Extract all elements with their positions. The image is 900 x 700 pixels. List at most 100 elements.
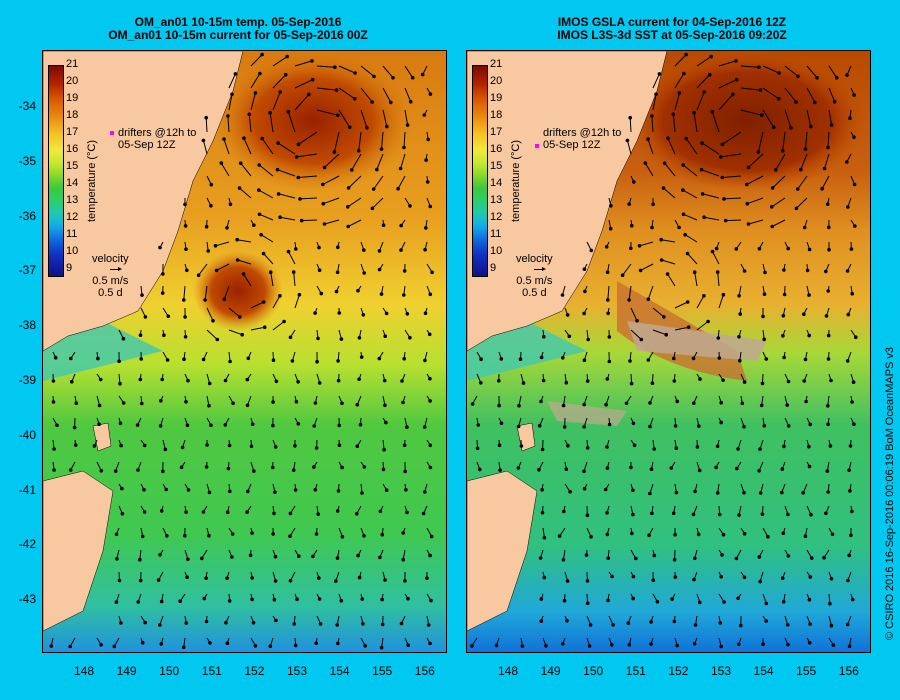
velocity-arrowhead [561,558,566,562]
velocity-arrow [696,91,705,111]
latitude-label: -41 [18,482,36,497]
velocity-arrowhead [607,359,612,364]
velocity-arrowhead [288,534,292,538]
velocity-arrowhead [766,534,770,539]
velocity-arrowhead [620,273,625,277]
velocity-arrowhead [850,509,854,514]
velocity-arrowhead [238,161,243,165]
velocity-arrowhead [631,596,635,601]
velocity-arrowhead [228,489,232,494]
velocity-arrow [228,73,236,89]
velocity-arrowhead [805,268,810,273]
velocity-arrowhead [647,533,651,538]
velocity-arrowhead [710,110,715,114]
velocity-arrowhead [824,511,828,516]
velocity-arrowhead [261,251,266,256]
velocity-arrowhead [692,401,696,406]
velocity-arrowhead [68,468,73,472]
velocity-arrow [228,307,241,318]
velocity-arrowhead [336,245,340,250]
velocity-arrow [685,138,698,155]
velocity-arrowhead [159,399,163,403]
velocity-arrow [797,175,808,190]
colorbar-tick-label: 20 [490,75,503,87]
velocity-arrowhead [182,298,186,302]
velocity-arrowhead [245,403,250,408]
velocity-arrow [248,114,252,133]
velocity-arrowhead [166,314,171,319]
velocity-arrowhead [742,380,747,384]
velocity-arrow [333,131,340,153]
velocity-arrowhead [631,512,635,517]
velocity-arrowhead [607,422,612,427]
velocity-arrowhead [370,206,375,211]
velocity-arrowhead [582,425,586,429]
velocity-arrowhead [253,91,258,95]
velocity-arrowhead [632,443,637,448]
velocity-arrowhead [646,137,650,141]
velocity-arrowhead [340,465,344,470]
velocity-arrow [347,219,362,227]
velocity-arrowhead [161,272,165,276]
velocity-arrow [237,259,252,265]
velocity-arrowhead [781,600,786,604]
velocity-arrowhead [631,488,635,493]
velocity-arrowhead [381,223,386,227]
velocity-arrowhead [160,377,164,382]
velocity-arrow [205,117,208,133]
velocity-arrowhead [807,293,811,297]
velocity-arrowhead [402,293,406,297]
velocity-arrow [376,153,384,170]
velocity-arrowhead [629,381,634,386]
velocity-arrowhead [826,357,831,361]
velocity-arrowhead [832,99,837,104]
velocity-arrowhead [114,532,119,537]
velocity-arrow [263,253,274,265]
velocity-arrowhead [138,377,143,382]
velocity-arrowhead [372,74,376,79]
velocity-arrowhead [834,75,839,80]
velocity-arrowhead [760,381,765,386]
velocity-arrowhead [845,269,850,273]
velocity-arrow [404,87,412,102]
velocity-arrowhead [585,379,590,383]
velocity-arrow [784,87,797,103]
velocity-arrowhead [539,355,544,360]
velocity-arrow [647,285,654,300]
velocity-arrowhead [470,644,474,648]
velocity-arrowhead [336,641,340,646]
velocity-arrowhead [312,465,316,469]
velocity-arrowhead [845,622,850,627]
cloud-mask [627,321,767,361]
longitude-label: 151 [625,664,646,678]
velocity-arrowhead [825,469,830,473]
velocity-arrowhead [356,149,361,153]
velocity-arrowhead [283,72,288,77]
velocity-arrowhead [692,270,697,274]
velocity-arrowhead [786,512,790,517]
drifters-annotation-left: drifters @12h to 05-Sep 12Z [118,127,196,151]
velocity-arrow [237,239,252,243]
velocity-arrow [683,213,698,221]
longitude-label: 148 [73,664,95,678]
velocity-arrow-icon [92,265,129,275]
velocity-arrowhead [250,422,255,427]
velocity-arrowhead [780,576,785,580]
velocity-arrowhead [852,182,857,187]
velocity-arrowhead [118,381,122,386]
velocity-arrowhead [737,513,741,517]
velocity-arrowhead [405,123,410,127]
velocity-arrowhead [112,644,117,649]
colorbar-tick-label: 11 [66,228,78,240]
velocity-arrowhead [720,142,725,147]
velocity-arrowhead [760,113,764,117]
velocity-arrow [269,112,274,133]
velocity-arrowhead [826,289,830,293]
velocity-arrowhead [333,65,337,69]
velocity-arrowhead [470,402,475,406]
velocity-arrowhead [340,401,344,406]
velocity-arrowhead [604,245,609,249]
velocity-arrowhead [782,268,786,272]
velocity-arrowhead [404,488,408,492]
latitude-label: -36 [18,208,36,223]
